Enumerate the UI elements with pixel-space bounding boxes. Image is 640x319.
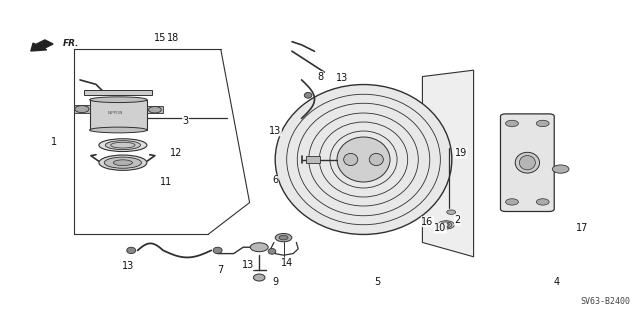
Polygon shape <box>422 70 474 257</box>
Text: 4: 4 <box>554 277 560 287</box>
Bar <box>147 106 163 113</box>
Circle shape <box>536 120 549 127</box>
Text: 9: 9 <box>272 277 278 287</box>
Ellipse shape <box>127 247 136 254</box>
Text: 6: 6 <box>272 175 278 185</box>
Text: 15: 15 <box>154 33 166 43</box>
Ellipse shape <box>253 274 265 281</box>
Text: 13: 13 <box>242 260 255 270</box>
Ellipse shape <box>99 139 147 152</box>
Ellipse shape <box>105 141 141 150</box>
Ellipse shape <box>148 107 161 113</box>
Bar <box>84 91 152 95</box>
Text: SV63-B2400: SV63-B2400 <box>580 297 630 306</box>
Circle shape <box>506 199 518 205</box>
Circle shape <box>536 199 549 205</box>
Text: 14: 14 <box>280 258 293 268</box>
Text: 11: 11 <box>160 177 173 187</box>
Text: 10: 10 <box>434 223 447 233</box>
FancyArrow shape <box>31 40 53 51</box>
Bar <box>307 156 321 163</box>
Text: 5: 5 <box>374 277 381 287</box>
Text: 17: 17 <box>576 223 589 233</box>
Text: 13: 13 <box>336 73 349 83</box>
Ellipse shape <box>443 223 449 226</box>
Ellipse shape <box>104 157 141 168</box>
Ellipse shape <box>369 153 383 166</box>
Circle shape <box>552 165 569 173</box>
Ellipse shape <box>268 249 276 254</box>
Bar <box>90 100 147 130</box>
Circle shape <box>250 243 268 252</box>
Text: 7: 7 <box>218 264 224 275</box>
Ellipse shape <box>275 85 452 234</box>
Text: 18: 18 <box>166 33 179 43</box>
Text: 8: 8 <box>317 71 323 82</box>
Ellipse shape <box>90 127 147 133</box>
Ellipse shape <box>515 152 540 173</box>
Ellipse shape <box>99 155 147 170</box>
Circle shape <box>279 235 288 240</box>
Ellipse shape <box>113 160 132 166</box>
Circle shape <box>506 120 518 127</box>
Text: 12: 12 <box>170 148 182 158</box>
Text: FR.: FR. <box>63 39 79 48</box>
Text: 13: 13 <box>269 126 282 136</box>
Text: 19: 19 <box>454 148 467 158</box>
Text: 16: 16 <box>421 217 434 227</box>
Ellipse shape <box>447 210 456 214</box>
Text: NIPPON: NIPPON <box>108 111 123 115</box>
Text: 13: 13 <box>122 261 134 271</box>
Text: 3: 3 <box>182 116 189 126</box>
Ellipse shape <box>90 97 147 103</box>
Text: 2: 2 <box>454 215 461 225</box>
Ellipse shape <box>75 106 89 113</box>
Circle shape <box>275 234 292 242</box>
Ellipse shape <box>344 153 358 166</box>
Ellipse shape <box>213 247 222 254</box>
Ellipse shape <box>520 155 536 170</box>
Ellipse shape <box>337 137 390 182</box>
FancyBboxPatch shape <box>500 114 554 211</box>
Text: 1: 1 <box>51 137 58 147</box>
Bar <box>74 105 90 113</box>
Ellipse shape <box>438 221 454 229</box>
Ellipse shape <box>440 222 452 228</box>
Ellipse shape <box>304 93 312 98</box>
